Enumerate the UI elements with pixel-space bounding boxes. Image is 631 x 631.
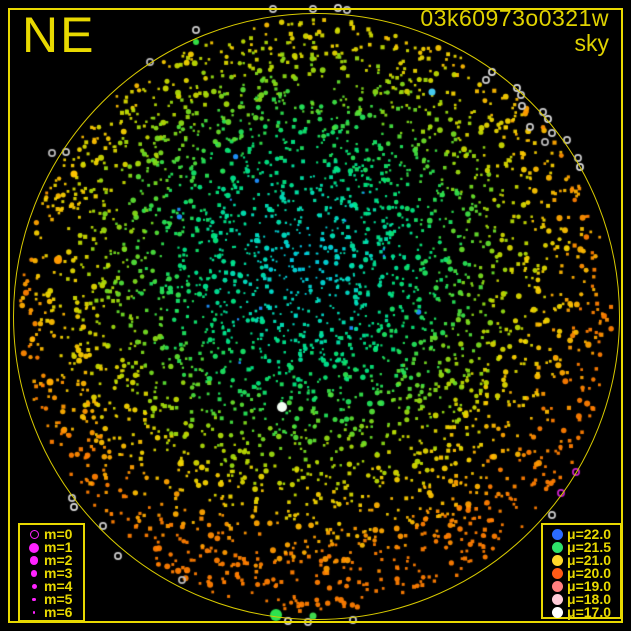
legend-mu-row: μ=19.0	[547, 578, 616, 594]
magnitude-marker-icon	[24, 597, 44, 602]
legend-m-label: m=6	[44, 604, 73, 620]
legend-mu-row: μ=17.0	[547, 604, 616, 620]
legend-mu-label: μ=19.0	[567, 578, 611, 594]
plot-title: 03k60973o0321w	[420, 5, 609, 31]
legend-mu-row: μ=18.0	[547, 591, 616, 607]
legend-m-label: m=4	[44, 578, 73, 594]
legend-magnitude: m=0 m=1 m=2 m=3 m=4 m=5 m=6	[18, 523, 85, 622]
legend-mu-row: μ=21.0	[547, 552, 616, 568]
mu-color-dot-icon	[547, 555, 567, 566]
magnitude-marker-icon	[24, 530, 44, 539]
legend-mu-label: μ=21.0	[567, 552, 611, 568]
orientation-label: NE	[22, 7, 96, 63]
legend-m-row: m=4	[24, 578, 79, 594]
legend-m-label: m=5	[44, 591, 73, 607]
magnitude-marker-icon	[24, 556, 44, 565]
color-dot-icon	[551, 607, 563, 618]
legend-m-row: m=5	[24, 591, 79, 607]
legend-m-label: m=2	[44, 552, 73, 568]
legend-m-row: m=1	[24, 539, 79, 555]
legend-m-label: m=3	[44, 565, 73, 581]
legend-m-label: m=1	[44, 539, 73, 555]
legend-m-row: m=2	[24, 552, 79, 568]
magnitude-marker-icon	[24, 570, 44, 577]
legend-mu-row: μ=21.5	[547, 539, 616, 555]
magnitude-marker-icon	[24, 611, 44, 614]
filled-dot-icon	[30, 570, 38, 577]
legend-mu-label: μ=17.0	[567, 604, 611, 620]
legend-mu-row: μ=22.0	[547, 526, 616, 542]
open-circle-icon	[29, 530, 39, 539]
magnitude-marker-icon	[24, 542, 44, 553]
filled-dot-icon	[32, 611, 36, 614]
legend-magnitude-rows: m=0 m=1 m=2 m=3 m=4 m=5 m=6	[24, 526, 79, 620]
legend-mu-label: μ=22.0	[567, 526, 611, 542]
mu-color-dot-icon	[547, 607, 567, 618]
legend-mu-label: μ=20.0	[567, 565, 611, 581]
legend-mu-rows: μ=22.0 μ=21.5 μ=21.0 μ=20.0 μ=19.0 μ=18.0 μ=17…	[547, 526, 616, 619]
mu-color-dot-icon	[547, 542, 567, 553]
color-dot-icon	[551, 542, 563, 553]
filled-dot-icon	[29, 542, 39, 553]
mu-color-dot-icon	[547, 529, 567, 540]
mu-color-dot-icon	[547, 581, 567, 592]
mu-color-dot-icon	[547, 568, 567, 579]
legend-mu-label: μ=21.5	[567, 539, 611, 555]
color-dot-icon	[551, 529, 563, 540]
color-dot-icon	[551, 581, 563, 592]
magnitude-marker-icon	[24, 584, 44, 589]
legend-m-row: m=0	[24, 526, 79, 542]
legend-mu-label: μ=18.0	[567, 591, 611, 607]
mu-color-dot-icon	[547, 594, 567, 605]
color-dot-icon	[551, 568, 563, 579]
color-dot-icon	[551, 555, 563, 566]
plot-subtitle: sky	[574, 30, 610, 56]
filled-dot-icon	[32, 597, 36, 602]
filled-dot-icon	[29, 556, 39, 565]
legend-m-label: m=0	[44, 526, 73, 542]
color-dot-icon	[551, 594, 563, 605]
legend-m-row: m=3	[24, 565, 79, 581]
legend-surface-brightness: μ=22.0 μ=21.5 μ=21.0 μ=20.0 μ=19.0 μ=18.0 μ=17…	[541, 523, 622, 619]
filled-dot-icon	[31, 584, 37, 589]
legend-m-row: m=6	[24, 604, 79, 620]
legend-mu-row: μ=20.0	[547, 565, 616, 581]
